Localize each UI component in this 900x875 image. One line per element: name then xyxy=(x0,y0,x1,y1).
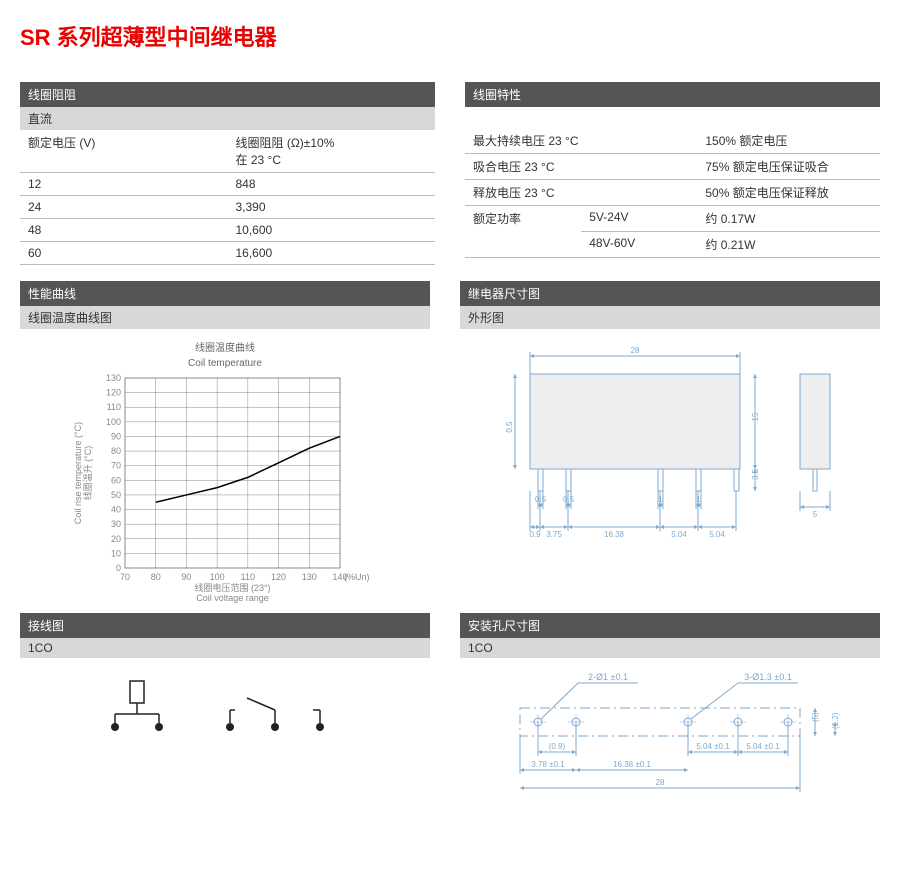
mount-drawing: 2-Ø1 ±0.1 3-Ø1.3 ±0.1 (5) (1.2) (0.9) 5.04 ±0… xyxy=(460,658,880,808)
mount-header: 安装孔尺寸图 xyxy=(460,613,880,638)
wiring-sub: 1CO xyxy=(20,638,430,658)
dim-header: 继电器尺寸图 xyxy=(460,281,880,306)
svg-text:16.38 ±0.1: 16.38 ±0.1 xyxy=(613,760,651,769)
svg-text:100: 100 xyxy=(106,417,121,427)
svg-text:Coil rise temperature (°C): Coil rise temperature (°C) xyxy=(73,422,83,524)
coilchar-table: 最大持续电压 23 °C150% 额定电压吸合电压 23 °C75% 额定电压保… xyxy=(465,128,880,258)
svg-text:0.5: 0.5 xyxy=(505,421,514,433)
page-title: SR 系列超薄型中间继电器 xyxy=(20,20,880,52)
perf-header: 性能曲线 xyxy=(20,281,430,306)
svg-text:16.38: 16.38 xyxy=(604,530,625,539)
svg-text:28: 28 xyxy=(631,346,640,355)
svg-text:5.04: 5.04 xyxy=(709,530,725,539)
dim-sub: 外形图 xyxy=(460,306,880,329)
svg-text:28: 28 xyxy=(656,778,665,787)
svg-text:90: 90 xyxy=(181,572,191,582)
svg-text:120: 120 xyxy=(106,388,121,398)
svg-text:(0.9): (0.9) xyxy=(549,742,566,751)
svg-text:5: 5 xyxy=(813,510,818,519)
svg-text:0.5: 0.5 xyxy=(563,495,575,504)
chart-title-cn: 线圈温度曲线 xyxy=(30,339,420,354)
svg-text:20: 20 xyxy=(111,534,121,544)
svg-text:90: 90 xyxy=(111,431,121,441)
svg-text:5.04 ±0.1: 5.04 ±0.1 xyxy=(696,742,730,751)
svg-text:3.75: 3.75 xyxy=(546,530,562,539)
svg-text:5.04: 5.04 xyxy=(671,530,687,539)
svg-text:3.5: 3.5 xyxy=(751,468,760,480)
svg-text:110: 110 xyxy=(241,572,255,582)
svg-text:线圈电压范围 (23°): 线圈电压范围 (23°) xyxy=(194,582,270,593)
coilres-header: 线圈阻阻 xyxy=(20,82,435,107)
svg-text:100: 100 xyxy=(210,572,225,582)
svg-text:2-Ø1 ±0.1: 2-Ø1 ±0.1 xyxy=(588,672,628,682)
svg-text:(%Un): (%Un) xyxy=(344,572,370,582)
relay-drawing: 28153.50.550.50.5110.93.7516.385.045.04 xyxy=(460,329,880,559)
svg-text:110: 110 xyxy=(107,402,121,412)
svg-text:(1.2): (1.2) xyxy=(831,712,840,729)
svg-text:130: 130 xyxy=(106,373,121,383)
svg-text:15: 15 xyxy=(751,412,760,421)
svg-text:(5): (5) xyxy=(811,712,820,722)
svg-text:0.5: 0.5 xyxy=(535,495,547,504)
svg-text:120: 120 xyxy=(271,572,286,582)
coilres-table: 额定电压 (V)线圈阻阻 (Ω)±10%在 23 °C12848243,3904… xyxy=(20,130,435,265)
mount-sub: 1CO xyxy=(460,638,880,658)
chart-title-en: Coil temperature xyxy=(30,358,420,369)
svg-text:50: 50 xyxy=(111,490,121,500)
svg-text:Coil voltage range: Coil voltage range xyxy=(196,593,269,603)
svg-text:40: 40 xyxy=(111,505,121,515)
svg-text:0: 0 xyxy=(116,563,121,573)
svg-text:70: 70 xyxy=(111,461,121,471)
wiring-header: 接线图 xyxy=(20,613,430,638)
temp-chart: 7080901001101201301400102030405060708090… xyxy=(70,373,380,603)
perf-sub: 线圈温度曲线图 xyxy=(20,306,430,329)
svg-text:线圈温升 (°C): 线圈温升 (°C) xyxy=(82,446,93,501)
svg-text:10: 10 xyxy=(111,548,121,558)
svg-text:130: 130 xyxy=(302,572,317,582)
svg-text:3-Ø1.3 ±0.1: 3-Ø1.3 ±0.1 xyxy=(744,672,791,682)
svg-text:5.04 ±0.1: 5.04 ±0.1 xyxy=(746,742,780,751)
coilchar-header: 线圈特性 xyxy=(465,82,880,107)
coilres-sub: 直流 xyxy=(20,107,435,130)
svg-text:3.78 ±0.1: 3.78 ±0.1 xyxy=(531,760,565,769)
wiring-diagram xyxy=(75,666,375,756)
svg-text:30: 30 xyxy=(111,519,121,529)
svg-text:60: 60 xyxy=(111,475,121,485)
svg-text:80: 80 xyxy=(111,446,121,456)
svg-text:80: 80 xyxy=(151,572,161,582)
svg-text:0.9: 0.9 xyxy=(529,530,541,539)
svg-text:70: 70 xyxy=(120,572,130,582)
